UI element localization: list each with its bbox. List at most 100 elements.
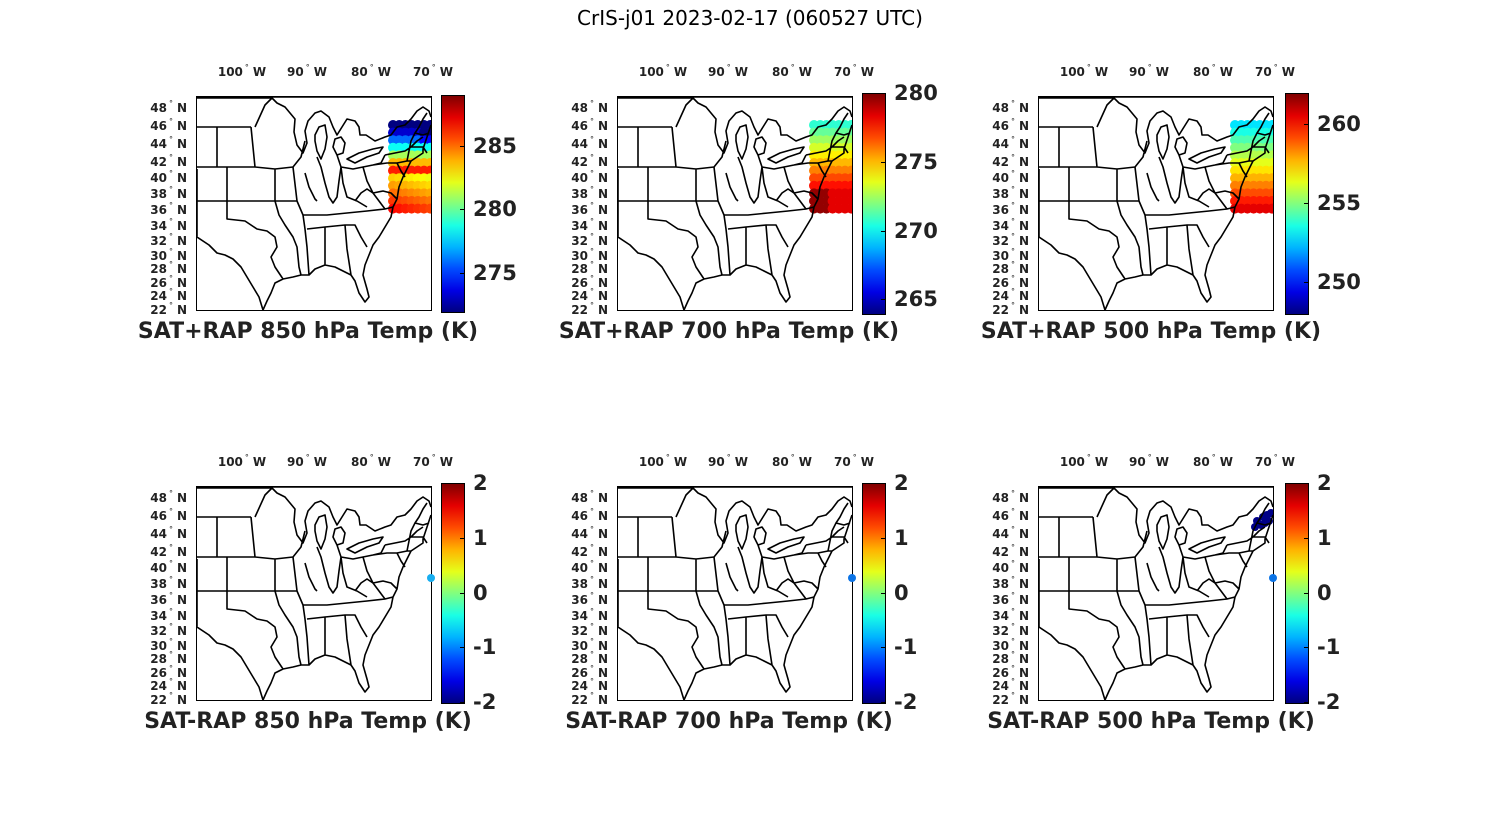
lat-suffix: N [1018,262,1029,276]
swath-footprint [1267,142,1273,153]
degree-symbol: ° [168,637,173,646]
lon-value: 70 [1255,65,1272,79]
degree-symbol: ° [431,63,436,72]
degree-symbol: ° [1147,453,1152,462]
lat-value: 44 [571,527,588,541]
lat-tick-label: 34 ° N [571,217,608,233]
lat-tick-label: 40 ° N [992,559,1029,575]
lat-tick-label: 42 ° N [992,543,1029,559]
degree-symbol: ° [305,453,310,462]
lat-tick-label: 22 ° N [150,301,187,317]
lat-value: 28 [571,262,588,276]
lon-tick-label: 70 ° W [1255,63,1295,79]
degree-symbol: ° [168,301,173,310]
lat-tick-label: 26 ° N [571,274,608,290]
lon-suffix: W [798,65,812,79]
lat-value: 38 [992,577,1009,591]
panel-title: SAT-RAP 850 hPa Temp (K) [144,709,472,734]
degree-symbol: ° [1010,117,1015,126]
lon-value: 90 [1129,455,1146,469]
state-outlines [197,97,431,310]
colorbar-tick-label: 0 [473,580,488,605]
degree-symbol: ° [589,99,594,108]
lon-suffix: W [252,65,267,79]
swath-footprint [846,165,852,176]
swath-footprint [425,196,431,206]
lat-suffix: N [1018,679,1029,693]
lat-tick-label: 44 ° N [992,525,1029,541]
state-outlines [197,487,431,700]
degree-symbol: ° [1086,63,1091,72]
map-svg [1039,487,1273,700]
lat-tick-label: 22 ° N [992,301,1029,317]
lon-value: 100 [217,65,243,79]
colorbar-tick-label: 265 [894,287,938,312]
lon-suffix: W [439,455,453,469]
degree-symbol: ° [1010,301,1015,310]
colorbar-tick-label: 0 [1317,580,1332,605]
lat-value: 30 [571,639,588,653]
lat-value: 34 [571,609,588,623]
degree-symbol: ° [168,201,173,210]
lat-suffix: N [176,624,187,638]
degree-symbol: ° [1010,232,1015,241]
lat-suffix: N [1018,666,1029,680]
lon-suffix: W [252,455,267,469]
lon-suffix: W [313,455,327,469]
lat-value: 34 [992,609,1009,623]
degree-symbol: ° [589,274,594,283]
swath-footprint [425,188,431,199]
lat-value: 40 [150,171,167,185]
lat-suffix: N [176,609,187,623]
degree-symbol: ° [852,453,857,462]
degree-symbol: ° [589,247,594,256]
lon-suffix: W [673,65,688,79]
lat-tick-label: 34 ° N [150,217,187,233]
colorbar-tick-label: 0 [894,580,909,605]
degree-symbol: ° [1010,135,1015,144]
swath-footprint [1267,180,1273,191]
degree-symbol: ° [1273,453,1278,462]
colorbar-tick-label: 280 [894,81,938,105]
swath-footprint [425,142,431,153]
map-frame [1038,96,1274,311]
lon-suffix: W [1219,65,1233,79]
lat-tick-label: 42 ° N [571,153,608,169]
degree-symbol: ° [168,559,173,568]
swath-footprint [846,142,852,153]
lat-suffix: N [597,561,608,575]
lat-suffix: N [597,639,608,653]
lat-tick-label: 30 ° N [992,247,1029,263]
lat-value: 44 [571,137,588,151]
degree-symbol: ° [589,559,594,568]
lat-suffix: N [1018,491,1029,505]
lat-value: 40 [571,171,588,185]
lat-suffix: N [1018,545,1029,559]
lat-tick-label: 38 ° N [992,575,1029,591]
lat-value: 22 [571,693,588,707]
degree-symbol: ° [589,664,594,673]
degree-symbol: ° [168,507,173,516]
degree-symbol: ° [589,591,594,600]
degree-symbol: ° [852,63,857,72]
lon-value: 100 [638,455,664,469]
lat-tick-label: 34 ° N [571,607,608,623]
lat-tick-label: 24 ° N [150,287,187,303]
state-outlines [618,487,852,700]
lat-suffix: N [176,593,187,607]
lat-value: 38 [150,577,167,591]
lon-suffix: W [1094,65,1109,79]
lat-tick-label: 40 ° N [150,559,187,575]
lat-tick-label: 32 ° N [150,622,187,638]
state-outlines [1039,97,1273,310]
lat-tick-label: 32 ° N [150,232,187,248]
satellite-swath [388,120,431,214]
degree-symbol: ° [168,274,173,283]
lat-value: 46 [571,119,588,133]
swath-footprint [425,203,431,214]
state-outlines [1039,487,1273,700]
lat-suffix: N [176,203,187,217]
degree-symbol: ° [168,185,173,194]
degree-symbol: ° [168,622,173,631]
degree-symbol: ° [168,691,173,700]
